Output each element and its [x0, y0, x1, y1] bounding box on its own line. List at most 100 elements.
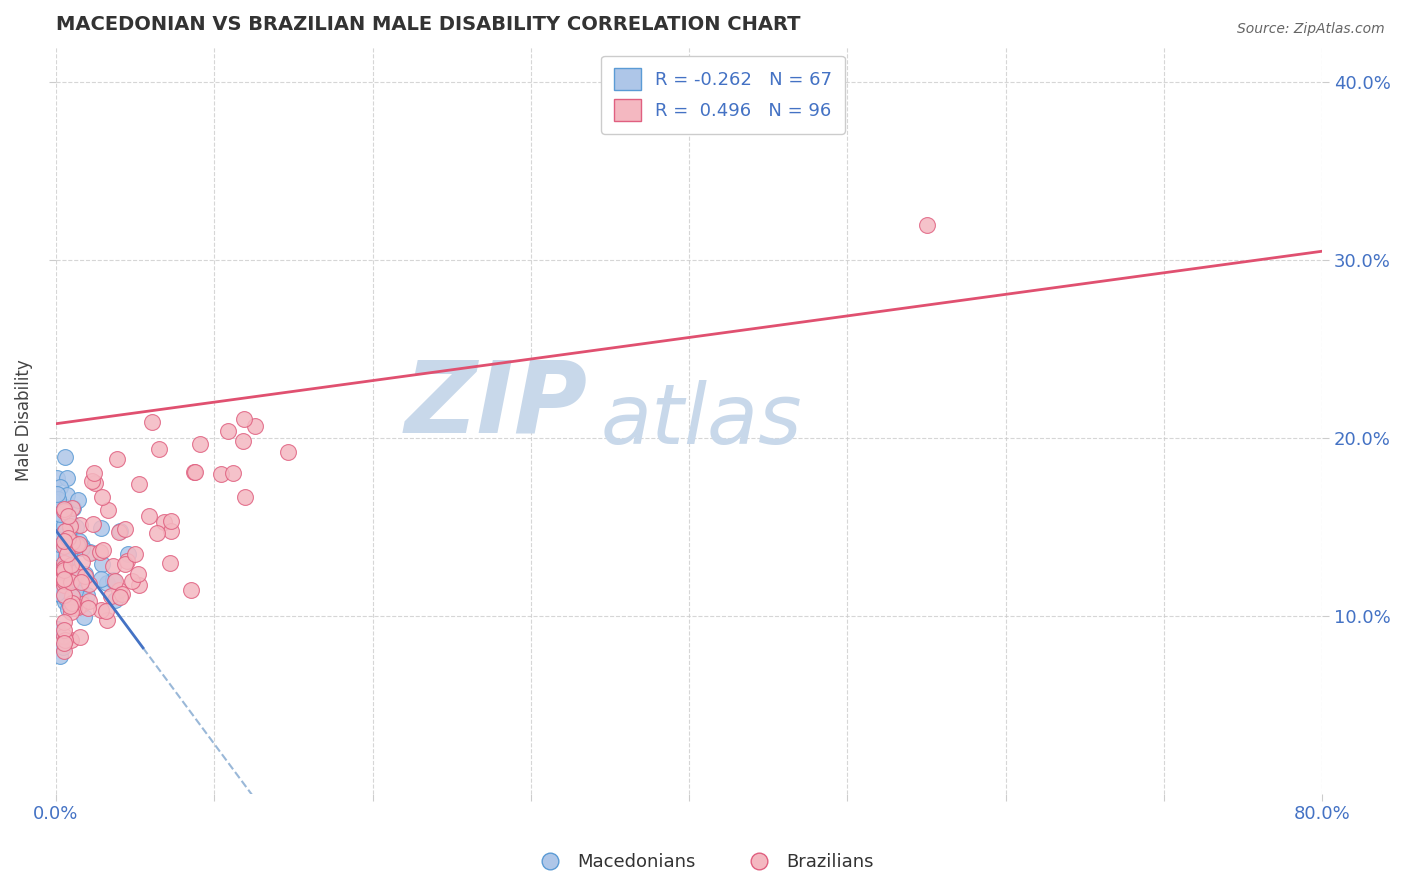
Point [59, 555, 82, 569]
Point [66, 492, 89, 507]
Point [101, 574, 124, 588]
Point [59, 575, 82, 590]
Point [79, 576, 101, 591]
Point [108, 583, 131, 598]
Point [60, 542, 83, 557]
Point [90, 490, 112, 504]
Point [277, 445, 299, 459]
Point [53, 563, 76, 577]
Point [69, 591, 91, 605]
Point [180, 583, 202, 598]
Point [104, 574, 127, 588]
Point [121, 574, 143, 589]
Point [67, 598, 90, 612]
Point [52, 635, 75, 649]
Point [72, 539, 94, 553]
Point [159, 524, 181, 538]
Point [76, 600, 98, 615]
Point [65, 565, 87, 579]
Point [148, 442, 170, 456]
Point [79, 594, 101, 608]
Point [60, 516, 83, 530]
Point [52, 501, 75, 516]
Point [915, 218, 938, 232]
Point [51, 502, 73, 516]
Point [245, 418, 267, 433]
Point [146, 526, 169, 541]
Text: Source: ZipAtlas.com: Source: ZipAtlas.com [1237, 22, 1385, 37]
Point [46, 514, 69, 528]
Point [70, 597, 93, 611]
Point [58, 518, 80, 533]
Point [60, 535, 83, 549]
Point [59, 633, 82, 648]
Point [59, 566, 82, 580]
Point [232, 434, 254, 449]
Point [56, 531, 79, 545]
Point [70, 541, 93, 555]
Point [111, 587, 134, 601]
Point [91, 543, 114, 558]
Point [58, 592, 80, 607]
Point [127, 567, 149, 582]
Point [52, 588, 75, 602]
Point [53, 594, 76, 608]
Point [56, 471, 79, 485]
Point [128, 578, 150, 592]
Y-axis label: Male Disability: Male Disability [15, 359, 32, 481]
Point [160, 515, 183, 529]
Point [69, 630, 91, 644]
Point [66, 591, 89, 605]
Point [46, 527, 69, 541]
Point [66, 576, 89, 591]
Point [83, 466, 105, 480]
Point [59, 575, 82, 590]
Point [97, 503, 120, 517]
Point [52, 644, 75, 658]
Point [56, 509, 79, 524]
Point [138, 508, 160, 523]
Point [56, 556, 79, 570]
Point [53, 629, 76, 643]
Point [46, 471, 69, 485]
Point [49, 538, 72, 552]
Point [48, 507, 70, 521]
Point [222, 467, 245, 481]
Point [59, 521, 82, 535]
Point [53, 524, 76, 538]
Point [233, 411, 256, 425]
Point [52, 560, 75, 574]
Point [104, 593, 127, 607]
Point [51, 589, 73, 603]
Point [56, 487, 79, 501]
Point [48, 533, 70, 547]
Point [96, 576, 118, 591]
Point [233, 490, 256, 504]
Text: atlas: atlas [600, 380, 801, 460]
Point [52, 623, 75, 637]
Point [96, 613, 118, 627]
Point [62, 500, 84, 515]
Point [55, 560, 77, 574]
Point [73, 610, 96, 624]
Point [67, 537, 90, 551]
Point [52, 640, 75, 654]
Point [209, 467, 232, 481]
Point [114, 522, 136, 536]
Point [90, 572, 112, 586]
Point [55, 591, 77, 606]
Point [53, 500, 76, 514]
Point [52, 573, 75, 587]
Point [55, 547, 77, 561]
Point [49, 547, 72, 561]
Point [117, 547, 139, 561]
Point [52, 565, 75, 579]
Point [159, 556, 181, 570]
Point [53, 588, 76, 602]
Point [100, 590, 122, 604]
Point [67, 533, 90, 548]
Point [65, 520, 87, 534]
Point [90, 557, 112, 571]
Point [79, 545, 101, 559]
Point [52, 566, 75, 581]
